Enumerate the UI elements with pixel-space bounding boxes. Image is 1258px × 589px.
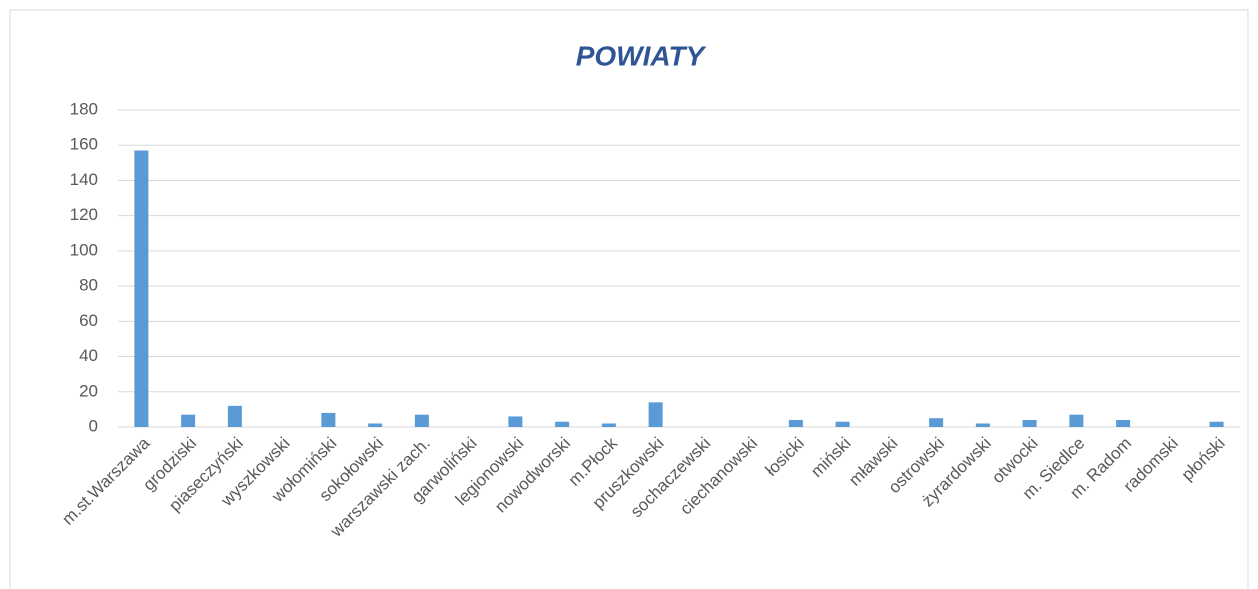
chart-title: POWIATY [576, 40, 707, 71]
y-tick-label: 180 [70, 99, 98, 118]
y-tick-label: 40 [79, 346, 98, 365]
y-tick-label: 160 [70, 135, 98, 154]
bar [321, 412, 336, 427]
bar [835, 421, 850, 427]
y-tick-label: 120 [70, 205, 98, 224]
y-tick-label: 20 [79, 381, 98, 400]
x-tick-label: płoński [1178, 434, 1229, 485]
bar [929, 418, 944, 427]
bar [648, 402, 663, 427]
bar [368, 423, 383, 427]
bar [414, 414, 429, 427]
bar [1022, 419, 1037, 427]
y-tick-label: 140 [70, 170, 98, 189]
bar [508, 416, 523, 427]
bar [181, 414, 196, 427]
bar [788, 419, 803, 427]
x-tick-label: łosicki [762, 434, 808, 480]
bar [975, 423, 990, 427]
y-tick-label: 80 [79, 276, 98, 295]
chart-border [9, 9, 1249, 589]
bar [601, 423, 616, 427]
bar [227, 405, 242, 427]
bar [1116, 419, 1131, 427]
y-tick-label: 60 [79, 311, 98, 330]
y-tick-label: 0 [89, 416, 98, 435]
bar [134, 150, 149, 427]
y-tick-label: 100 [70, 240, 98, 259]
bar [1069, 414, 1084, 427]
bar [555, 421, 570, 427]
bar [1209, 421, 1224, 427]
